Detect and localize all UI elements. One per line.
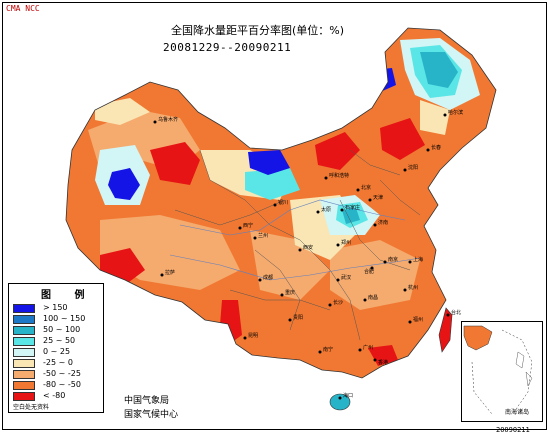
zone-red-jilin: [380, 118, 425, 160]
zone-teal-northeast: [420, 52, 458, 88]
city-label: 贵阳: [293, 314, 303, 321]
legend-swatch: [13, 392, 35, 401]
city-label: 银川: [278, 199, 288, 206]
zone-light-orange-central: [250, 230, 330, 300]
city-label: 台北: [451, 309, 461, 316]
legend-swatch: [13, 304, 35, 313]
city-label: 郑州: [341, 239, 351, 246]
taiwan-island: [438, 307, 453, 353]
legend-label: 0 ~ 25: [43, 347, 71, 356]
city-label: 天津: [373, 194, 383, 201]
city-label: 成都: [263, 274, 273, 281]
zone-pale-yellow-northeast: [420, 100, 450, 135]
inset-label: 南海诸岛: [505, 409, 530, 416]
city-label: 兰州: [258, 232, 268, 239]
south-china-sea-inset: [461, 321, 543, 422]
city-label: 哈尔滨: [448, 109, 463, 116]
city-label: 重庆: [285, 289, 295, 296]
map-title: 全国降水量距平百分率图(单位：%): [171, 24, 345, 37]
legend-label: 25 ~ 50: [43, 336, 76, 345]
city-label: 长春: [431, 144, 441, 151]
legend-item: -50 ~ -25: [13, 369, 103, 380]
city-label: 昆明: [248, 333, 258, 339]
legend-item: 100 ~ 150: [13, 314, 103, 325]
legend-swatch: [13, 348, 35, 357]
city-label: 南京: [388, 256, 398, 263]
city-label: 济南: [378, 219, 388, 226]
cma-logo: CMA NCC: [6, 4, 40, 13]
zone-light-orange-east: [330, 240, 420, 310]
org-name-cma: 中国气象局: [124, 396, 170, 406]
zone-blue-inner-mongolia: [248, 150, 290, 175]
legend-swatch: [13, 315, 35, 324]
city-label: 南昌: [368, 294, 378, 301]
legend-item: 0 ~ 25: [13, 347, 103, 358]
zone-teal-hebei: [342, 208, 360, 224]
city-label: 北京: [361, 184, 371, 191]
legend-box: 图 例 > 150 100 ~ 150 50 ~ 100 25 ~ 50 0 ~…: [8, 283, 104, 413]
legend-label: < -80: [43, 391, 66, 400]
legend-swatch: [13, 326, 35, 335]
legend-item: -80 ~ -50: [13, 380, 103, 391]
city-label: 太原: [321, 206, 331, 213]
china-border: [65, 27, 497, 379]
city-label: 广州: [363, 344, 373, 351]
city-label: 武汉: [341, 274, 351, 281]
south-china-sea-map: [463, 325, 533, 415]
city-label: 香港: [378, 359, 388, 366]
city-label: 石家庄: [345, 204, 360, 211]
city-label: 福州: [413, 316, 423, 323]
city-label: 南宁: [323, 346, 333, 353]
city-label: 长沙: [333, 299, 343, 306]
city-label: 合肥: [364, 268, 374, 275]
city-label: 西安: [303, 244, 313, 251]
legend-label: 100 ~ 150: [43, 314, 86, 323]
rivers: [169, 199, 421, 281]
city-markers: [153, 113, 450, 400]
city-labels: 乌鲁木齐 哈尔滨 长春 沈阳 呼和浩特 北京 天津 石家庄 太原 济南 银川 西…: [158, 109, 463, 399]
org-name-ncc: 国家气候中心: [124, 410, 179, 420]
city-label: 呼和浩特: [329, 172, 349, 179]
zone-blue-xinjiang: [108, 168, 140, 200]
zone-cyan-gansu: [245, 168, 300, 200]
legend-title: 图 例: [41, 290, 95, 301]
legend-swatch: [13, 359, 35, 368]
legend-item: > 150: [13, 303, 103, 314]
city-label: 拉萨: [165, 269, 175, 276]
legend-label: -25 ~ 0: [43, 358, 73, 367]
anomaly-zones: [88, 38, 480, 366]
city-label: 杭州: [408, 284, 418, 291]
date-range: 20081229--20090211: [163, 41, 292, 54]
city-label: 沈阳: [408, 164, 418, 171]
issue-date-stamp: 20090211: [496, 426, 530, 434]
zone-red-inner-mongolia: [315, 132, 360, 170]
city-label: 西宁: [243, 222, 253, 229]
legend-item: 50 ~ 100: [13, 325, 103, 336]
hainan-island: [329, 393, 351, 411]
legend-label: -50 ~ -25: [43, 369, 81, 378]
legend-item: < -80: [13, 391, 103, 402]
legend-swatch: [13, 381, 35, 390]
legend-label: -80 ~ -50: [43, 380, 81, 389]
zone-pale-yellow-tarim: [95, 98, 150, 125]
legend-label: > 150: [43, 303, 68, 312]
legend-item: 25 ~ 50: [13, 336, 103, 347]
zone-red-xinjiang: [150, 142, 200, 185]
province-boundaries: [174, 149, 421, 341]
legend-missing-data-note: 空白处无资料: [13, 404, 50, 411]
city-label: 海口: [343, 392, 353, 399]
legend-swatch: [13, 370, 35, 379]
legend-swatch: [13, 337, 35, 346]
legend-label: 50 ~ 100: [43, 325, 81, 334]
map-frame: [2, 2, 547, 430]
city-label: 乌鲁木齐: [158, 116, 178, 123]
city-label: 上海: [413, 256, 423, 263]
legend-item: -25 ~ 0: [13, 358, 103, 369]
